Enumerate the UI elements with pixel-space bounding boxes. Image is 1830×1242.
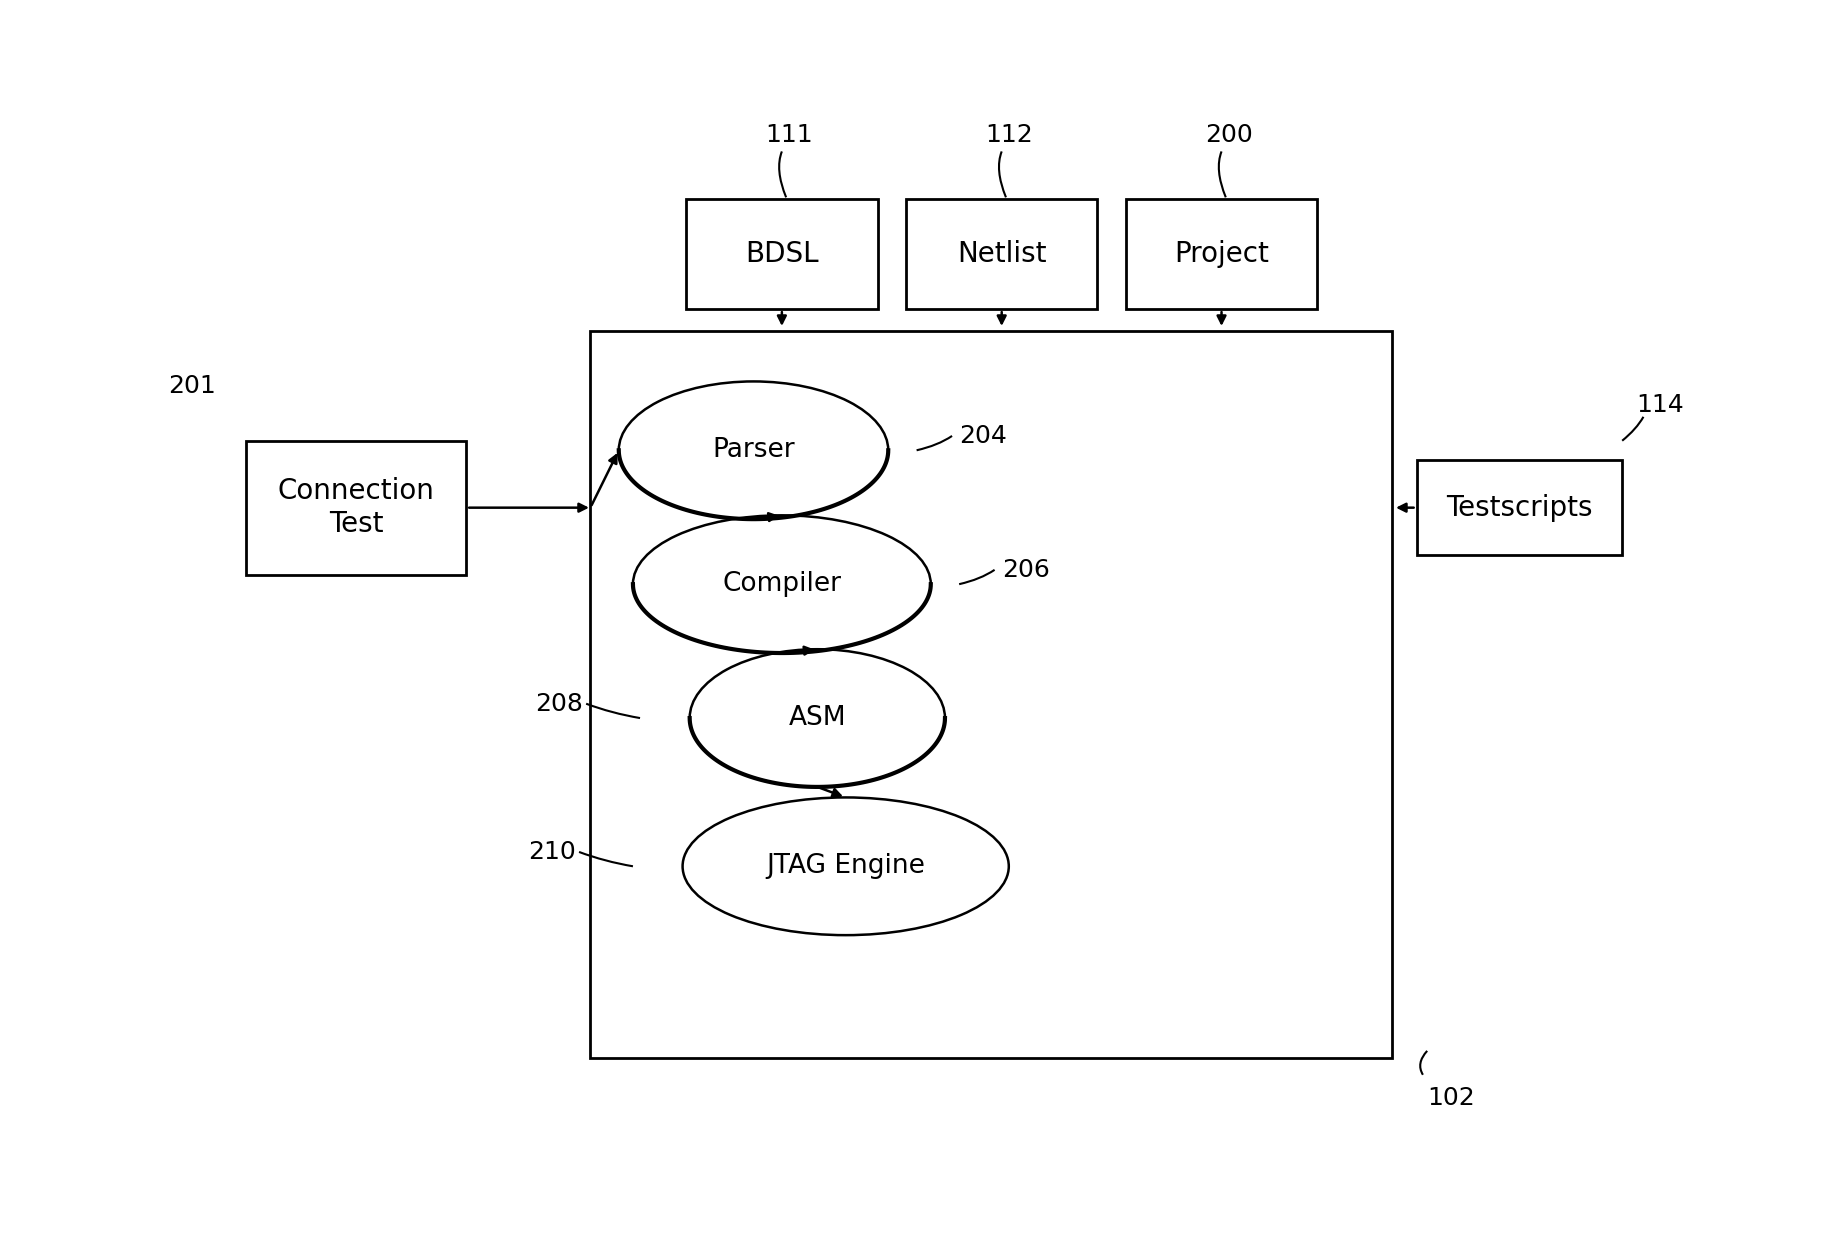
Text: 112: 112 (985, 123, 1032, 147)
Text: Netlist: Netlist (957, 240, 1047, 268)
Text: Compiler: Compiler (723, 571, 842, 597)
Ellipse shape (633, 515, 931, 653)
Text: 114: 114 (1636, 392, 1684, 417)
Text: 200: 200 (1204, 123, 1252, 147)
Text: 201: 201 (168, 374, 216, 397)
Text: 204: 204 (959, 424, 1007, 448)
Text: ASM: ASM (789, 705, 845, 732)
Text: 206: 206 (1001, 558, 1050, 581)
FancyBboxPatch shape (591, 330, 1391, 1058)
FancyBboxPatch shape (1125, 199, 1318, 309)
Text: Project: Project (1175, 240, 1268, 268)
Text: 208: 208 (536, 692, 584, 715)
Text: 102: 102 (1427, 1087, 1475, 1110)
Ellipse shape (690, 650, 944, 787)
FancyBboxPatch shape (247, 441, 467, 575)
FancyBboxPatch shape (906, 199, 1098, 309)
Text: JTAG Engine: JTAG Engine (767, 853, 926, 879)
Text: BDSL: BDSL (745, 240, 818, 268)
Text: Connection
Test: Connection Test (278, 477, 436, 538)
Ellipse shape (619, 381, 888, 519)
FancyBboxPatch shape (686, 199, 878, 309)
Text: 210: 210 (529, 840, 576, 864)
Text: 111: 111 (765, 123, 813, 147)
FancyBboxPatch shape (1416, 460, 1621, 555)
Ellipse shape (683, 797, 1008, 935)
Text: Testscripts: Testscripts (1446, 493, 1592, 522)
Text: Parser: Parser (712, 437, 794, 463)
